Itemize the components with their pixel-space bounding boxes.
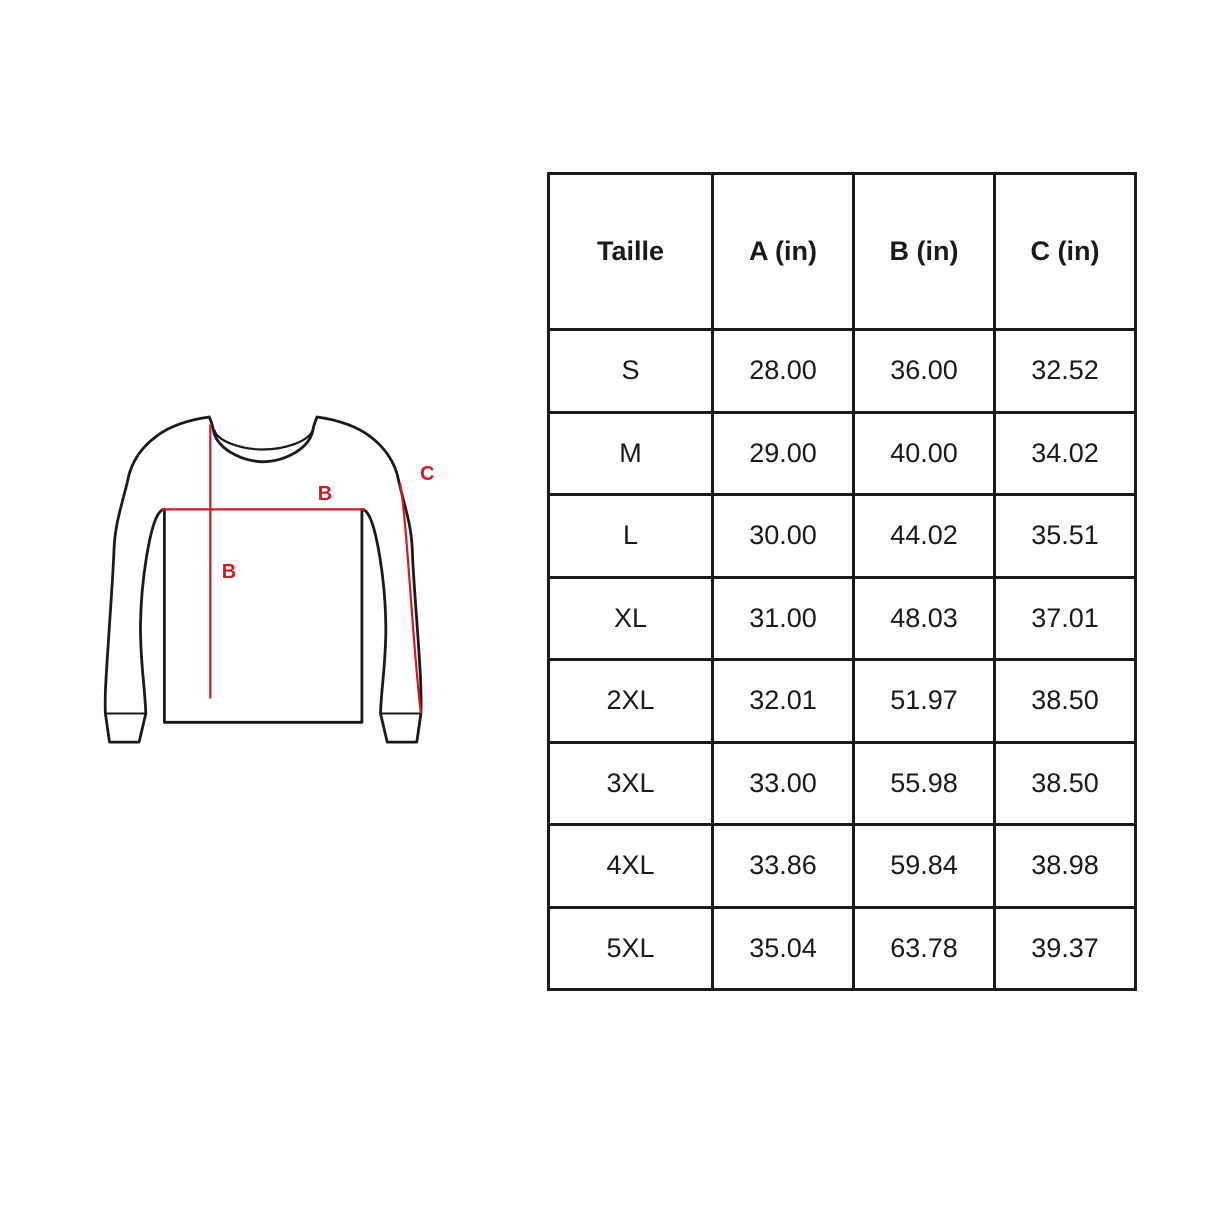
svg-text:B: B	[222, 561, 236, 583]
svg-text:B: B	[318, 483, 332, 505]
svg-text:C: C	[420, 463, 434, 485]
